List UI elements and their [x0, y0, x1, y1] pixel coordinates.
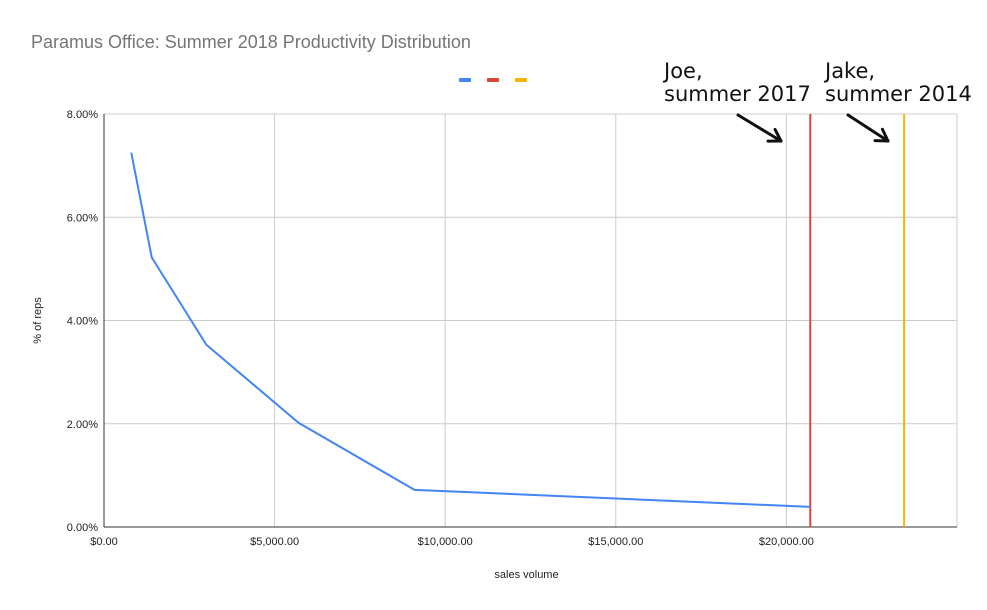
gridlines [104, 113, 957, 527]
arrow-icon [846, 113, 890, 143]
x-tick-label: $0.00 [90, 536, 118, 548]
y-tick-label: 2.00% [67, 419, 98, 431]
x-axis-ticks: $0.00 $5,000.00 $10,000.00 $15,000.00 $20,00… [90, 536, 814, 548]
annotation-text: summer 2014 [825, 82, 972, 106]
arrow-head-icon [773, 127, 783, 143]
y-tick-label: 6.00% [67, 212, 98, 224]
y-tick-label: 0.00% [67, 522, 98, 534]
legend [459, 78, 527, 82]
annotation-0: Joe,summer 2017 [662, 59, 811, 143]
x-tick-label: $20,000.00 [759, 536, 814, 548]
x-tick-label: $5,000.00 [250, 536, 299, 548]
x-tick-label: $15,000.00 [588, 536, 643, 548]
reference-lines [809, 114, 906, 527]
plot-frame [103, 113, 958, 528]
annotation-text: Jake, [823, 59, 875, 83]
legend-swatch [459, 78, 471, 82]
y-axis-label: % of reps [32, 297, 44, 344]
series-line [130, 152, 811, 508]
arrow-icon [736, 113, 783, 143]
arrow-head-icon [880, 127, 890, 143]
x-tick-label: $10,000.00 [418, 536, 473, 548]
x-axis-label: sales volume [494, 569, 558, 581]
y-axis-ticks: 0.00% 2.00% 4.00% 6.00% 8.00% [67, 109, 98, 534]
annotation-text: summer 2017 [664, 82, 811, 106]
annotation-text: Joe, [662, 59, 703, 83]
legend-swatch [515, 78, 527, 82]
y-tick-label: 4.00% [67, 316, 98, 328]
annotation-1: Jake,summer 2014 [823, 59, 972, 143]
legend-swatch [487, 78, 499, 82]
series-lines [130, 152, 811, 508]
y-tick-label: 8.00% [67, 109, 98, 121]
chart-title: Paramus Office: Summer 2018 Productivity… [31, 32, 471, 52]
